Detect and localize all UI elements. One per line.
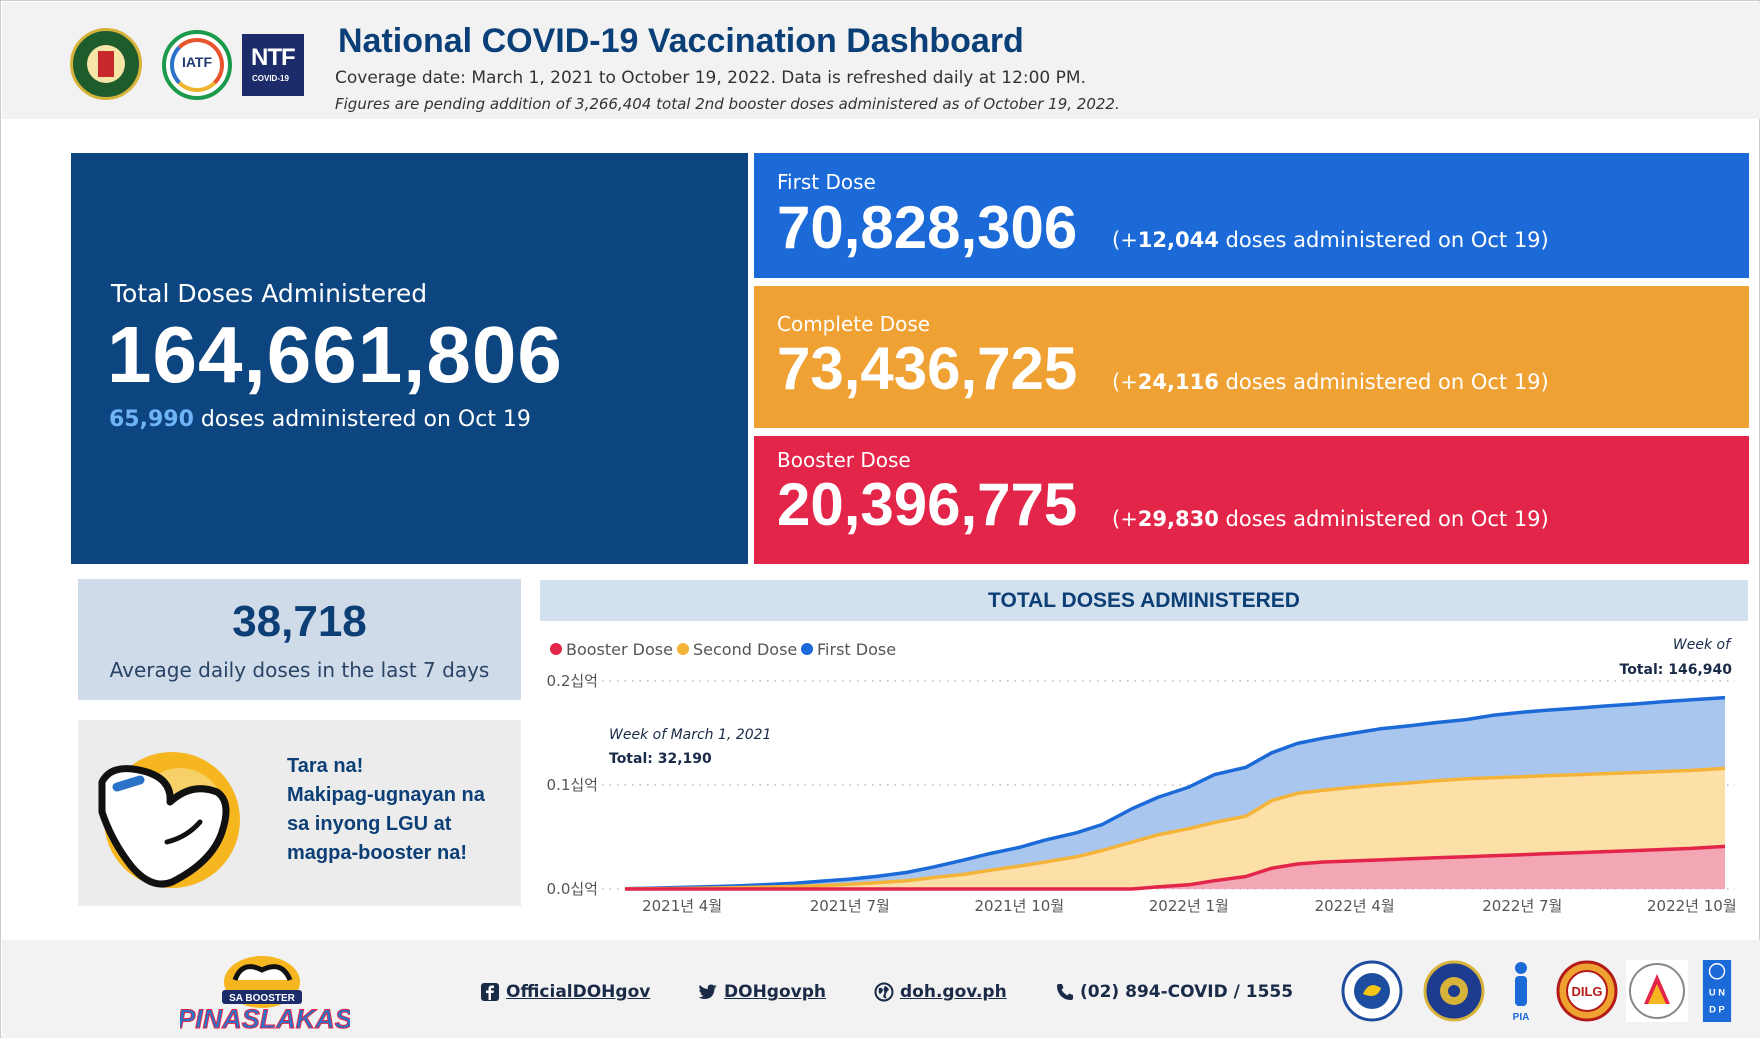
undp-logo: U N D P <box>1702 960 1732 1022</box>
svg-text:U N: U N <box>1709 987 1725 998</box>
svg-text:SA BOOSTER: SA BOOSTER <box>229 993 296 1004</box>
complete-dose-delta: (+24,116 doses administered on Oct 19) <box>1112 370 1549 394</box>
first-dose-value: 70,828,306 <box>777 194 1078 261</box>
average-daily-box: 38,718 Average daily doses in the last 7… <box>78 579 521 700</box>
doh-logo <box>70 28 142 100</box>
legend-label-booster: Booster Dose <box>566 640 673 659</box>
total-doses-label: Total Doses Administered <box>111 279 428 308</box>
phone-icon <box>1057 984 1073 1000</box>
dilg-seal-icon: DILG <box>1556 960 1618 1022</box>
svg-text:PIA: PIA <box>1513 1012 1530 1022</box>
average-daily-label: Average daily doses in the last 7 days <box>109 658 490 682</box>
complete-dose-value: 73,436,725 <box>777 335 1078 402</box>
svg-text:DILG: DILG <box>1571 984 1602 999</box>
annotation-end-week: Week of <box>1673 637 1732 653</box>
doses-area-chart[interactable]: 0.0십억 0.1십억 0.2십억 2021년 4월 2021년 7월 2021년 10… <box>540 621 1748 921</box>
svg-text:D P: D P <box>1709 1004 1725 1015</box>
chart-title: TOTAL DOSES ADMINISTERED <box>988 589 1300 612</box>
pinaslakas-logo: SA BOOSTER PINASLAKAS <box>180 956 350 1034</box>
legend-label-second: Second Dose <box>693 640 797 659</box>
line-booster-dose <box>625 844 1726 891</box>
legend-marker-second <box>677 643 689 655</box>
phone-contact: (02) 894-COVID / 1555 <box>1056 982 1293 1002</box>
booster-dose-label: Booster Dose <box>777 448 911 472</box>
footer-bar: SA BOOSTER PINASLAKAS OfficialDOHgov DOH… <box>2 940 1760 1038</box>
x-tick-label: 2021년 4월 <box>642 897 722 915</box>
booster-dose-card: Booster Dose 20,396,775 (+29,830 doses a… <box>754 436 1749 564</box>
total-daily-value: 65,990 <box>109 407 194 432</box>
x-tick-label: 2022년 4월 <box>1315 897 1395 915</box>
globe-icon <box>874 982 894 1002</box>
first-dose-delta: (+12,044 doses administered on Oct 19) <box>1112 228 1549 252</box>
svg-text:PINASLAKAS: PINASLAKAS <box>180 1004 350 1034</box>
legend-marker-booster <box>550 643 562 655</box>
x-tick-label: 2022년 10월 <box>1647 897 1737 915</box>
legend-marker-first <box>801 643 813 655</box>
booster-promo: Tara na! Makipag-ugnayan na sa inyong LG… <box>78 720 521 906</box>
twitter-link[interactable]: DOHgovph <box>698 982 826 1002</box>
pia-logo: PIA <box>1513 962 1530 1022</box>
facebook-link[interactable]: OfficialDOHgov <box>480 982 650 1002</box>
presidential-seal-icon <box>1423 960 1485 1022</box>
x-tick-label: 2022년 1월 <box>1149 897 1229 915</box>
annotation-start-week: Week of March 1, 2021 <box>609 727 771 743</box>
complete-dose-card: Complete Dose 73,436,725 (+24,116 doses … <box>754 286 1749 428</box>
website-link[interactable]: doh.gov.ph <box>874 982 1007 1002</box>
chart-title-bar: TOTAL DOSES ADMINISTERED <box>540 580 1748 621</box>
chart-legend[interactable]: Booster Dose Second Dose First Dose <box>550 640 896 659</box>
total-daily-text: doses administered on Oct 19 <box>200 407 531 432</box>
area-booster-dose <box>625 846 1725 889</box>
pcoo-seal-icon <box>1341 960 1403 1022</box>
line-second-dose <box>624 766 1726 891</box>
first-dose-label: First Dose <box>777 170 876 194</box>
annotation-start-total: Total: 32,190 <box>609 751 712 767</box>
first-dose-card: First Dose 70,828,306 (+12,044 doses adm… <box>754 153 1749 278</box>
twitter-icon <box>698 984 717 999</box>
promo-text: Tara na! Makipag-ugnayan na sa inyong LG… <box>287 755 485 864</box>
coverage-subtitle: Coverage date: March 1, 2021 to October … <box>335 68 1086 88</box>
ntf-logo: NTF COVID-19 <box>242 34 304 96</box>
y-tick-label: 0.0십억 <box>547 880 598 898</box>
total-daily-line: 65,990 doses administered on Oct 19 <box>109 407 531 432</box>
header-bar: IATF NTF COVID-19 National COVID-19 Vacc… <box>2 2 1760 119</box>
annotation-end-total: Total: 146,940 <box>1620 662 1733 678</box>
complete-dose-label: Complete Dose <box>777 312 931 336</box>
total-doses-value: 164,661,806 <box>107 310 563 399</box>
booster-dose-value: 20,396,775 <box>777 471 1078 538</box>
x-tick-label: 2021년 7월 <box>810 897 890 915</box>
facebook-icon <box>481 983 499 1001</box>
flexed-arm-icon <box>98 752 240 888</box>
x-tick-label: 2021년 10월 <box>974 897 1064 915</box>
page-title: National COVID-19 Vaccination Dashboard <box>338 22 1024 60</box>
legend-label-first: First Dose <box>817 640 896 659</box>
average-daily-value: 38,718 <box>232 597 367 646</box>
y-tick-label: 0.2십억 <box>547 672 598 690</box>
line-first-dose <box>624 695 1726 891</box>
neda-seal-icon <box>1626 960 1688 1022</box>
iatf-logo: IATF <box>162 30 232 100</box>
booster-note: Figures are pending addition of 3,266,40… <box>335 95 1120 113</box>
booster-dose-delta: (+29,830 doses administered on Oct 19) <box>1112 507 1549 531</box>
x-tick-label: 2022년 7월 <box>1482 897 1562 915</box>
total-doses-panel: Total Doses Administered 164,661,806 65,… <box>71 153 748 564</box>
y-tick-label: 0.1십억 <box>547 776 598 794</box>
